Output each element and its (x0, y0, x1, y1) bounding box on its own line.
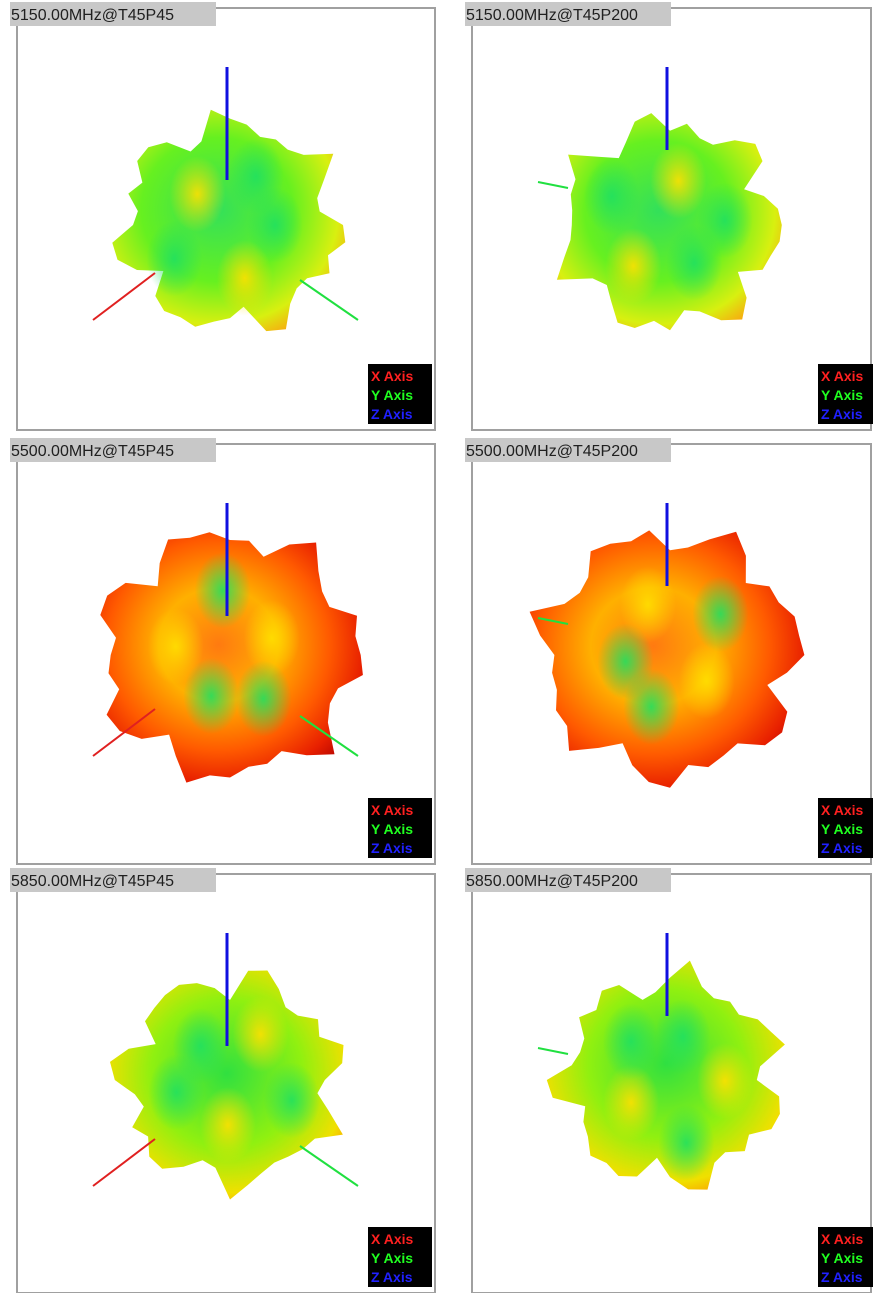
pattern-shading (148, 1054, 204, 1130)
pattern-shading (146, 221, 202, 297)
pattern-shading (264, 1062, 320, 1138)
legend-entry: X Axis (371, 1231, 413, 1247)
legend-entry: Z Axis (821, 840, 863, 856)
legend-entry: Y Axis (821, 1250, 863, 1266)
legend-entry: Z Axis (821, 1269, 863, 1285)
legend-entry: X Axis (821, 802, 863, 818)
panel-title: 5150.00MHz@T45P45 (11, 7, 174, 24)
plot-panel: 5850.00MHz@T45P200 X Axis Y Axis Z Axis (465, 868, 873, 1293)
legend-entry: Y Axis (821, 387, 863, 403)
pattern-shading (692, 576, 748, 652)
pattern-shading (697, 1043, 753, 1119)
panel-title: 5850.00MHz@T45P45 (11, 873, 174, 890)
screenshot: 5150.00MHz@T45P45X AxisY AxisZ Axis5150.… (0, 0, 873, 1293)
pattern-shading (232, 996, 288, 1072)
panel-title: 5150.00MHz@T45P200 (466, 7, 638, 24)
legend-entry: Y Axis (371, 387, 413, 403)
plot-panel: 5150.00MHz@T45P200 X Axis Y Axis Z Axis (465, 2, 873, 430)
legend-entry: X Axis (821, 368, 863, 384)
pattern-shading (603, 1004, 659, 1080)
plot-panel: 5500.00MHz@T45P200 X Axis Y Axis Z Axis (465, 438, 873, 864)
plot-panel: 5500.00MHz@T45P45 X Axis Y Axis Z Axis (10, 438, 435, 864)
legend-entry: Y Axis (821, 821, 863, 837)
pattern-shading (584, 158, 640, 234)
pattern-shading (650, 143, 706, 219)
legend-entry: Z Axis (371, 406, 413, 422)
pattern-shading (228, 138, 284, 214)
panel-title: 5500.00MHz@T45P45 (11, 443, 174, 460)
legend-entry: X Axis (371, 368, 413, 384)
legend-entry: Y Axis (371, 1250, 413, 1266)
pattern-shading (195, 552, 251, 628)
legend-entry: X Axis (371, 802, 413, 818)
legend-entry: X Axis (821, 1231, 863, 1247)
panel-title: 5500.00MHz@T45P200 (466, 443, 638, 460)
pattern-shading (679, 643, 735, 719)
pattern-shading (658, 1105, 714, 1181)
pattern-shading (623, 669, 679, 745)
pattern-shading (200, 1087, 256, 1163)
pattern-shading (235, 661, 291, 737)
plot-panel: 5850.00MHz@T45P45 X Axis Y Axis Z Axis (10, 868, 435, 1293)
pattern-shading (605, 228, 661, 304)
legend-entry: Z Axis (371, 1269, 413, 1285)
panel-title: 5850.00MHz@T45P200 (466, 873, 638, 890)
legend-entry: Z Axis (371, 840, 413, 856)
pattern-shading (697, 182, 753, 258)
plot-panel: 5150.00MHz@T45P45 X Axis Y Axis Z Axis (10, 2, 435, 430)
legend-entry: Y Axis (371, 821, 413, 837)
legend-entry: Z Axis (821, 406, 863, 422)
pattern-shading (169, 156, 225, 232)
pattern-shading (148, 608, 204, 684)
pattern-shading (217, 240, 273, 316)
